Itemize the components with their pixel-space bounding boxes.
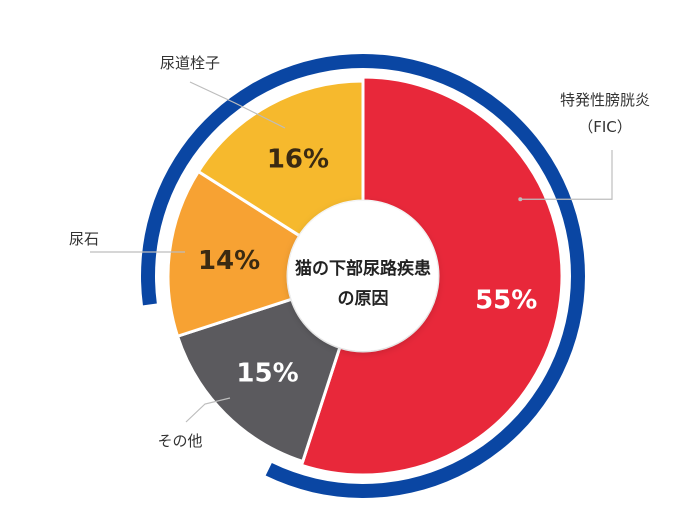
- category-labels: 特発性膀胱炎 （FIC） その他 尿石 尿道栓子: [69, 54, 650, 450]
- category-label-fic: 特発性膀胱炎: [560, 91, 650, 109]
- leader-plug: [189, 81, 286, 129]
- leader-fic: [520, 150, 613, 200]
- value-labels: 55% 15% 14% 16%: [198, 145, 537, 389]
- center-title-line1: 猫の下部尿路疾患: [295, 258, 431, 279]
- category-label-other: その他: [157, 432, 202, 450]
- category-label-fic-line2: （FIC）: [578, 118, 632, 136]
- value-label-3: 14%: [198, 246, 260, 276]
- value-label-2: 15%: [236, 358, 298, 388]
- category-label-plug: 尿道栓子: [160, 54, 220, 72]
- leader-lines: [90, 81, 613, 423]
- category-label-stone: 尿石: [69, 230, 99, 248]
- center-title-line2: の原因: [338, 289, 389, 309]
- slices: [166, 75, 564, 477]
- donut-hole: [288, 201, 438, 351]
- value-label-4: 16%: [267, 145, 329, 175]
- leader-dot-fic: [518, 197, 523, 202]
- leader-other: [185, 397, 231, 423]
- value-label-1: 55%: [475, 286, 537, 316]
